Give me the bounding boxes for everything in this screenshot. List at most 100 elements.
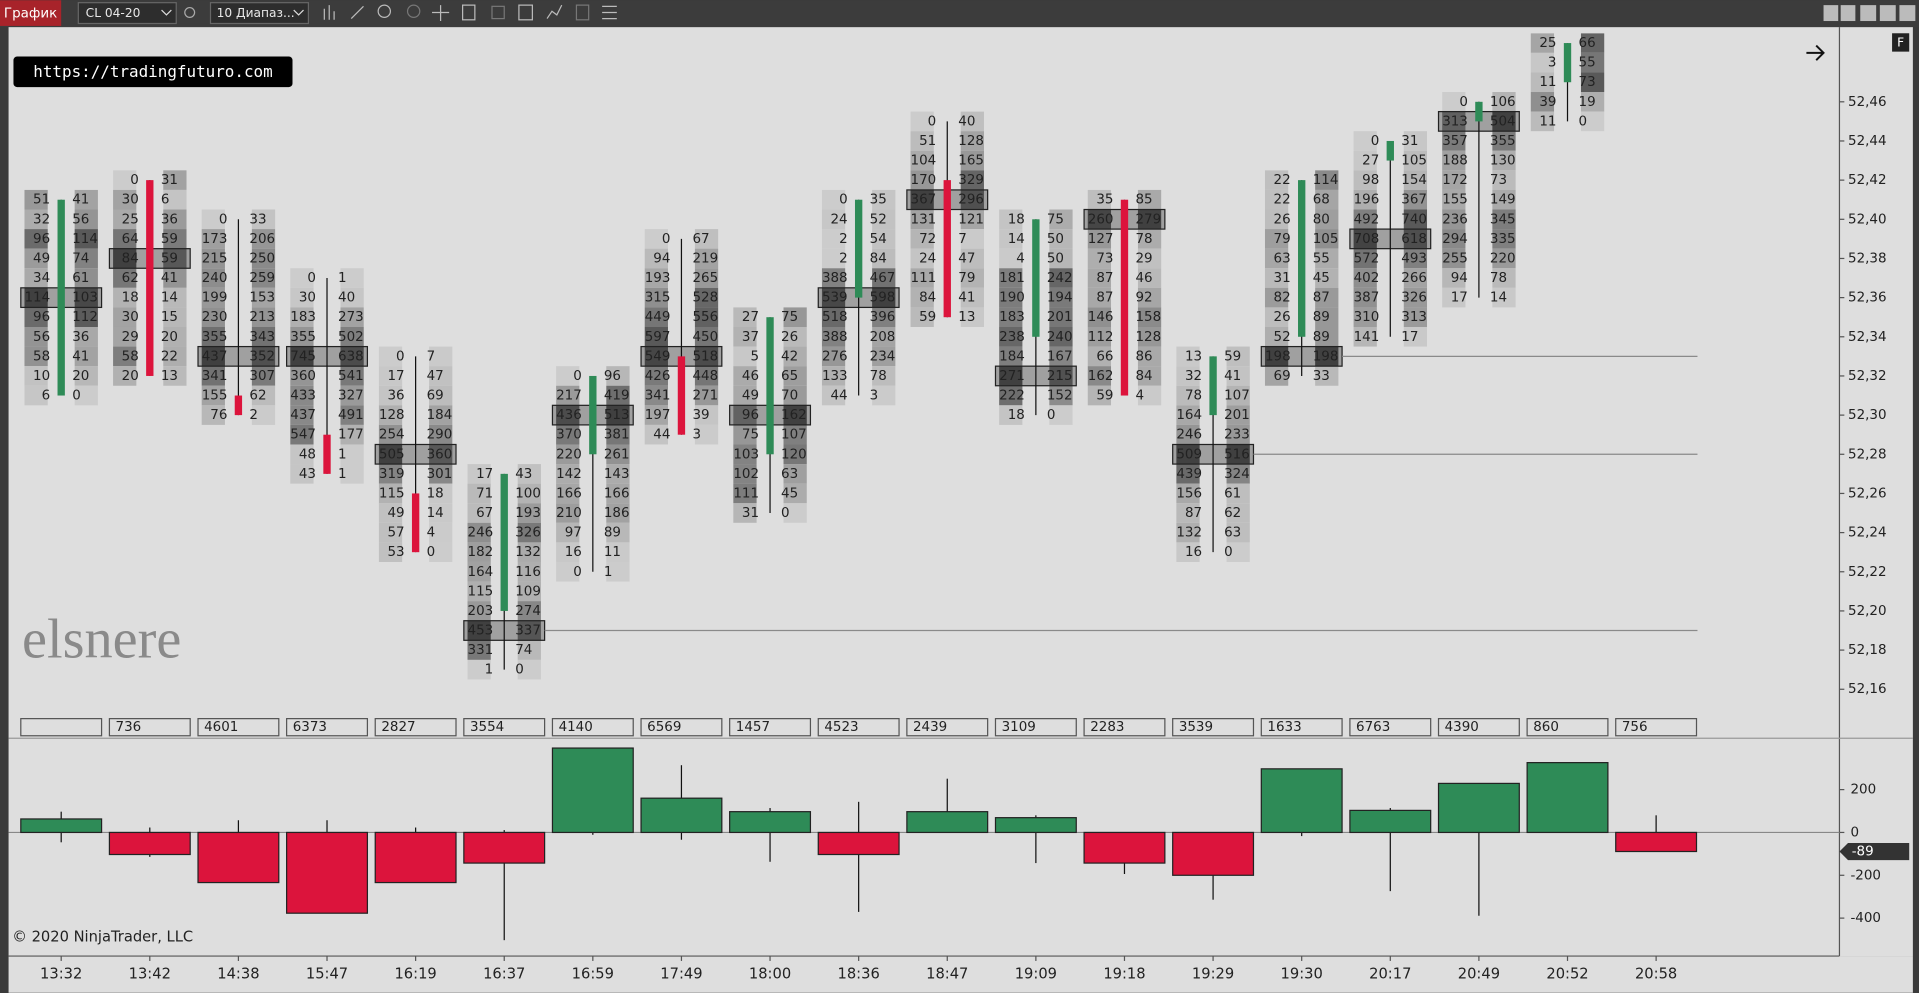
delta-bar bbox=[1526, 762, 1609, 834]
bid-volume: 87 bbox=[1185, 506, 1202, 521]
bid-volume: 25 bbox=[122, 212, 139, 227]
period-dropdown[interactable] bbox=[209, 2, 310, 25]
window-buttons[interactable] bbox=[1823, 5, 1916, 22]
bid-volume: 331 bbox=[468, 643, 494, 658]
search-icon[interactable] bbox=[184, 6, 196, 18]
tool-icons[interactable] bbox=[323, 4, 617, 22]
bid-volume: 111 bbox=[911, 271, 937, 286]
ask-cell bbox=[517, 542, 541, 562]
ask-volume: 36 bbox=[72, 330, 89, 345]
ask-volume: 448 bbox=[692, 369, 718, 384]
ask-volume: 92 bbox=[1135, 291, 1152, 306]
bid-cell bbox=[1176, 444, 1200, 465]
ask-volume: 112 bbox=[72, 310, 98, 325]
corner-button[interactable] bbox=[1892, 33, 1910, 52]
bid-volume: 69 bbox=[1274, 369, 1291, 384]
ask-cell bbox=[1403, 268, 1428, 288]
bid-cell bbox=[467, 640, 491, 660]
bid-cell bbox=[910, 248, 934, 269]
ask-cell bbox=[694, 326, 719, 347]
ask-cell bbox=[1492, 268, 1516, 288]
bid-volume: 13 bbox=[1185, 349, 1202, 364]
bid-cell bbox=[1176, 522, 1200, 543]
bid-cell bbox=[201, 385, 225, 406]
ask-volume: 233 bbox=[1224, 428, 1250, 443]
x-tick-label: 19:29 bbox=[1192, 965, 1234, 982]
ask-volume: 31 bbox=[161, 173, 178, 188]
ask-cell bbox=[1049, 209, 1073, 230]
bid-volume: 260 bbox=[1088, 212, 1114, 227]
bid-volume: 6 bbox=[42, 389, 51, 404]
bid-volume: 199 bbox=[202, 291, 228, 306]
bar-volume: 4140 bbox=[559, 720, 593, 735]
bid-cell bbox=[1264, 268, 1289, 288]
ask-volume: 73 bbox=[1579, 75, 1596, 90]
ask-cell bbox=[1137, 189, 1162, 210]
ask-volume: 301 bbox=[427, 467, 453, 482]
bid-volume: 78 bbox=[1185, 389, 1202, 404]
bid-cell bbox=[733, 483, 757, 504]
ask-volume: 84 bbox=[870, 251, 887, 266]
bid-cell bbox=[378, 503, 403, 523]
ask-volume: 513 bbox=[604, 408, 630, 423]
ask-cell bbox=[429, 483, 453, 504]
bid-cell bbox=[1530, 111, 1555, 132]
bid-cell bbox=[1353, 189, 1377, 210]
x-tick-label: 13:32 bbox=[40, 965, 82, 982]
ask-volume: 261 bbox=[604, 447, 630, 462]
x-tick-label: 16:37 bbox=[483, 965, 525, 982]
bid-volume: 22 bbox=[1274, 173, 1291, 188]
bid-cell bbox=[556, 366, 580, 386]
bid-volume: 64 bbox=[122, 232, 139, 247]
bid-volume: 193 bbox=[645, 271, 671, 286]
ask-cell bbox=[1315, 189, 1339, 210]
bid-cell bbox=[1176, 464, 1200, 484]
x-tick-label: 17:49 bbox=[660, 965, 702, 982]
ask-cell bbox=[872, 189, 896, 210]
bid-volume: 18 bbox=[1008, 408, 1025, 423]
ask-cell bbox=[74, 229, 98, 249]
bid-cell bbox=[378, 424, 403, 445]
bid-cell bbox=[1176, 366, 1200, 386]
bid-volume: 341 bbox=[645, 389, 671, 404]
instrument-dropdown[interactable] bbox=[77, 2, 177, 25]
volume-box bbox=[1172, 718, 1255, 737]
bid-cell bbox=[113, 346, 137, 367]
bid-cell bbox=[1087, 268, 1112, 288]
ask-volume: 215 bbox=[1047, 369, 1073, 384]
bid-cell bbox=[999, 287, 1023, 308]
bid-cell bbox=[999, 326, 1023, 347]
bid-cell bbox=[821, 189, 846, 210]
ask-cell bbox=[1137, 229, 1162, 249]
bid-volume: 0 bbox=[662, 232, 671, 247]
scroll-arrow[interactable] bbox=[1806, 44, 1825, 61]
ask-volume: 343 bbox=[249, 330, 275, 345]
bid-cell bbox=[556, 483, 580, 504]
ask-volume: 360 bbox=[427, 447, 453, 462]
bid-volume: 17 bbox=[387, 369, 404, 384]
ask-volume: 120 bbox=[781, 447, 807, 462]
bid-cell bbox=[644, 424, 668, 445]
bid-cell bbox=[113, 366, 137, 386]
ask-cell bbox=[1403, 170, 1428, 190]
bid-cell bbox=[290, 424, 314, 445]
ask-cell bbox=[783, 444, 807, 465]
bid-cell bbox=[1264, 287, 1289, 308]
bid-volume: 43 bbox=[299, 467, 316, 482]
bid-volume: 184 bbox=[999, 349, 1025, 364]
delta-bar bbox=[286, 831, 369, 914]
bid-volume: 210 bbox=[556, 506, 582, 521]
tab-button[interactable] bbox=[0, 0, 62, 26]
ask-cell bbox=[1226, 444, 1250, 465]
ask-cell bbox=[1137, 287, 1162, 308]
ask-volume: 67 bbox=[692, 232, 709, 247]
ask-volume: 165 bbox=[958, 154, 984, 169]
bid-volume: 84 bbox=[919, 291, 936, 306]
ask-volume: 107 bbox=[781, 428, 807, 443]
volume-box bbox=[286, 718, 369, 737]
y-tick-label: 52,30 bbox=[1848, 408, 1887, 423]
bid-volume: 0 bbox=[307, 271, 316, 286]
bid-cell bbox=[1087, 326, 1112, 347]
ask-volume: 73 bbox=[1490, 173, 1507, 188]
